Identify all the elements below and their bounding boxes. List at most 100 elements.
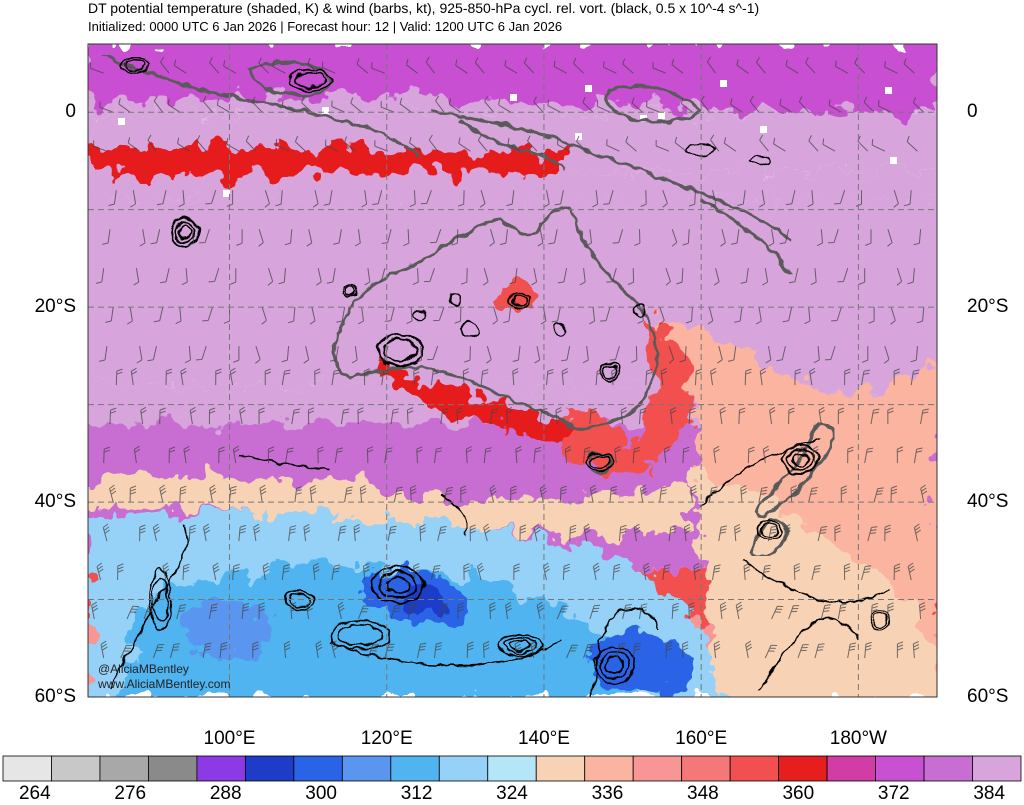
wind-barb bbox=[639, 603, 648, 620]
wind-barb bbox=[919, 602, 926, 620]
wind-barb bbox=[413, 368, 420, 386]
wind-barb bbox=[559, 485, 567, 503]
colorbar-swatch bbox=[681, 755, 731, 782]
wind-barb bbox=[139, 229, 146, 247]
wind-barb bbox=[460, 268, 468, 285]
colorbar-swatch bbox=[923, 755, 973, 782]
wind-barb bbox=[797, 446, 805, 464]
wind-barb bbox=[503, 307, 512, 324]
wind-barb bbox=[423, 268, 435, 283]
wind-barb bbox=[688, 407, 696, 425]
wind-barb bbox=[344, 486, 353, 503]
wind-barb bbox=[358, 307, 364, 325]
wind-barb bbox=[652, 61, 667, 74]
wind-barb bbox=[433, 306, 445, 322]
wind-barb bbox=[536, 601, 544, 620]
wind-barb bbox=[603, 190, 614, 205]
wind-barb bbox=[505, 407, 513, 425]
lat-tick-label-left: 0 bbox=[65, 101, 76, 123]
wind-barb bbox=[804, 307, 811, 325]
colorbar-swatch bbox=[584, 755, 634, 782]
colorbar-swatch bbox=[244, 755, 295, 782]
wind-barb bbox=[353, 523, 361, 542]
wind-barb bbox=[583, 643, 594, 659]
wind-barb bbox=[462, 368, 470, 386]
wind-barb bbox=[326, 268, 336, 284]
colorbar-tick-label: 324 bbox=[496, 783, 528, 804]
wind-barb bbox=[816, 229, 823, 247]
wind-barb bbox=[735, 601, 743, 620]
wind-barb bbox=[708, 486, 718, 503]
wind-barb bbox=[95, 268, 105, 284]
wind-barb bbox=[181, 268, 188, 286]
wind-barb bbox=[807, 190, 814, 208]
wind-barb bbox=[583, 523, 591, 542]
wind-barb bbox=[814, 643, 825, 659]
wind-barb bbox=[403, 229, 410, 247]
wind-barb bbox=[720, 229, 726, 247]
wind-barb bbox=[797, 644, 809, 659]
chart-subtitle: Initialized: 0000 UTC 6 Jan 2026 | Forec… bbox=[88, 19, 563, 34]
wind-barb bbox=[390, 604, 402, 620]
wind-barb bbox=[862, 346, 869, 363]
wind-barb bbox=[835, 60, 848, 74]
wind-barb bbox=[533, 523, 541, 542]
wind-barb bbox=[920, 484, 928, 503]
wind-barb bbox=[837, 268, 849, 283]
wind-barb bbox=[489, 229, 495, 247]
vort-contour bbox=[449, 294, 461, 306]
wind-barb bbox=[707, 306, 714, 325]
wind-barb bbox=[884, 524, 891, 542]
wind-barb bbox=[573, 57, 584, 74]
wind-barb bbox=[483, 641, 490, 659]
wind-barb bbox=[162, 562, 170, 581]
wind-barb bbox=[812, 445, 819, 464]
wind-barb bbox=[153, 306, 164, 323]
coastline bbox=[429, 108, 791, 242]
wind-barb bbox=[232, 445, 240, 464]
wind-barb bbox=[406, 407, 414, 425]
wind-barb bbox=[865, 229, 872, 246]
wind-barb bbox=[785, 190, 796, 206]
wind-barb bbox=[723, 137, 737, 152]
wind-barb bbox=[912, 97, 925, 113]
wind-barb bbox=[202, 642, 212, 659]
vort-contour bbox=[585, 452, 615, 472]
wind-barb bbox=[682, 229, 690, 246]
wind-barb bbox=[232, 563, 240, 581]
wind-barb bbox=[546, 369, 554, 386]
wind-barb bbox=[665, 268, 671, 286]
wind-barb bbox=[612, 563, 621, 581]
wind-barb bbox=[407, 603, 417, 620]
wind-barb bbox=[794, 368, 801, 386]
wind-barb bbox=[291, 408, 301, 425]
wind-barb bbox=[582, 346, 589, 364]
wind-barb bbox=[127, 137, 140, 152]
wind-barb bbox=[896, 268, 903, 286]
wind-barb bbox=[603, 61, 617, 74]
missing-value-speck bbox=[585, 85, 592, 92]
wind-barb bbox=[434, 642, 443, 659]
wind-barb bbox=[878, 100, 892, 113]
wind-barb bbox=[854, 57, 866, 74]
wind-barb bbox=[864, 641, 872, 659]
wind-barb bbox=[818, 406, 825, 425]
wind-barb bbox=[315, 640, 323, 659]
wind-barb bbox=[530, 640, 538, 659]
colorbar-tick-label: 360 bbox=[782, 783, 815, 804]
wind-barb bbox=[913, 229, 922, 246]
wind-barb bbox=[255, 345, 261, 364]
wind-barb bbox=[717, 345, 723, 364]
wind-barb bbox=[659, 486, 668, 503]
wind-barb bbox=[307, 407, 315, 425]
wind-barb bbox=[618, 524, 627, 542]
colorbar-tick-label: 336 bbox=[591, 783, 624, 804]
wind-barb bbox=[331, 640, 339, 659]
wind-barb bbox=[606, 139, 620, 152]
wind-barb bbox=[184, 346, 191, 364]
wind-barb bbox=[333, 229, 342, 245]
missing-value-speck bbox=[322, 107, 329, 114]
vort-contour bbox=[685, 143, 715, 157]
wind-barb bbox=[548, 229, 558, 245]
wind-barb bbox=[384, 306, 395, 322]
